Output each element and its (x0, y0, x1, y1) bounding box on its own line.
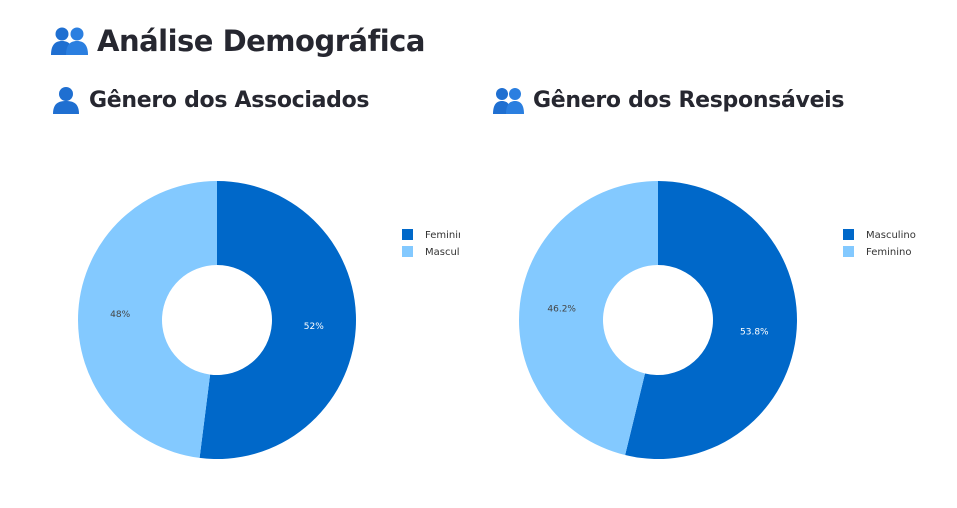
chart-section-associados: Gênero dos Associados 52% 48% Feminino Masc… (0, 84, 460, 504)
legend-label[interactable]: Feminino (425, 230, 460, 241)
people-icon (493, 86, 525, 114)
page-title: Análise Demográfica (51, 20, 425, 62)
legend-swatch[interactable] (402, 246, 413, 257)
legend-swatch[interactable] (402, 229, 413, 240)
slice-value-label: 48% (110, 310, 130, 320)
slice-value-label: 46.2% (547, 304, 576, 314)
chart-title-text: Gênero dos Associados (89, 87, 370, 113)
chart-title-associados: Gênero dos Associados (51, 84, 370, 116)
person-icon (51, 86, 81, 114)
people-icon (51, 26, 89, 56)
donut-slice-feminino[interactable] (199, 181, 356, 459)
legend-label[interactable]: Masculino (425, 247, 460, 258)
slice-value-label: 53.8% (740, 328, 769, 338)
page-title-text: Análise Demográfica (97, 24, 425, 58)
chart-title-text: Gênero dos Responsáveis (533, 87, 845, 113)
legend-label[interactable]: Feminino (866, 247, 911, 258)
legend-label[interactable]: Masculino (866, 230, 916, 241)
chart-section-responsaveis: Gênero dos Responsáveis 53.8% 46.2% Mascul… (478, 84, 938, 504)
legend-swatch[interactable] (843, 229, 854, 240)
donut-chart-responsaveis: 53.8% 46.2% Masculino Feminino (518, 181, 916, 459)
slice-value-label: 52% (304, 322, 324, 332)
legend-swatch[interactable] (843, 246, 854, 257)
donut-chart-associados: 52% 48% Feminino Masculino (77, 181, 460, 459)
donut-slice-feminino[interactable] (518, 181, 658, 456)
chart-title-responsaveis: Gênero dos Responsáveis (493, 84, 845, 116)
donut-slice-masculino[interactable] (625, 181, 797, 459)
donut-slice-masculino[interactable] (77, 181, 217, 458)
